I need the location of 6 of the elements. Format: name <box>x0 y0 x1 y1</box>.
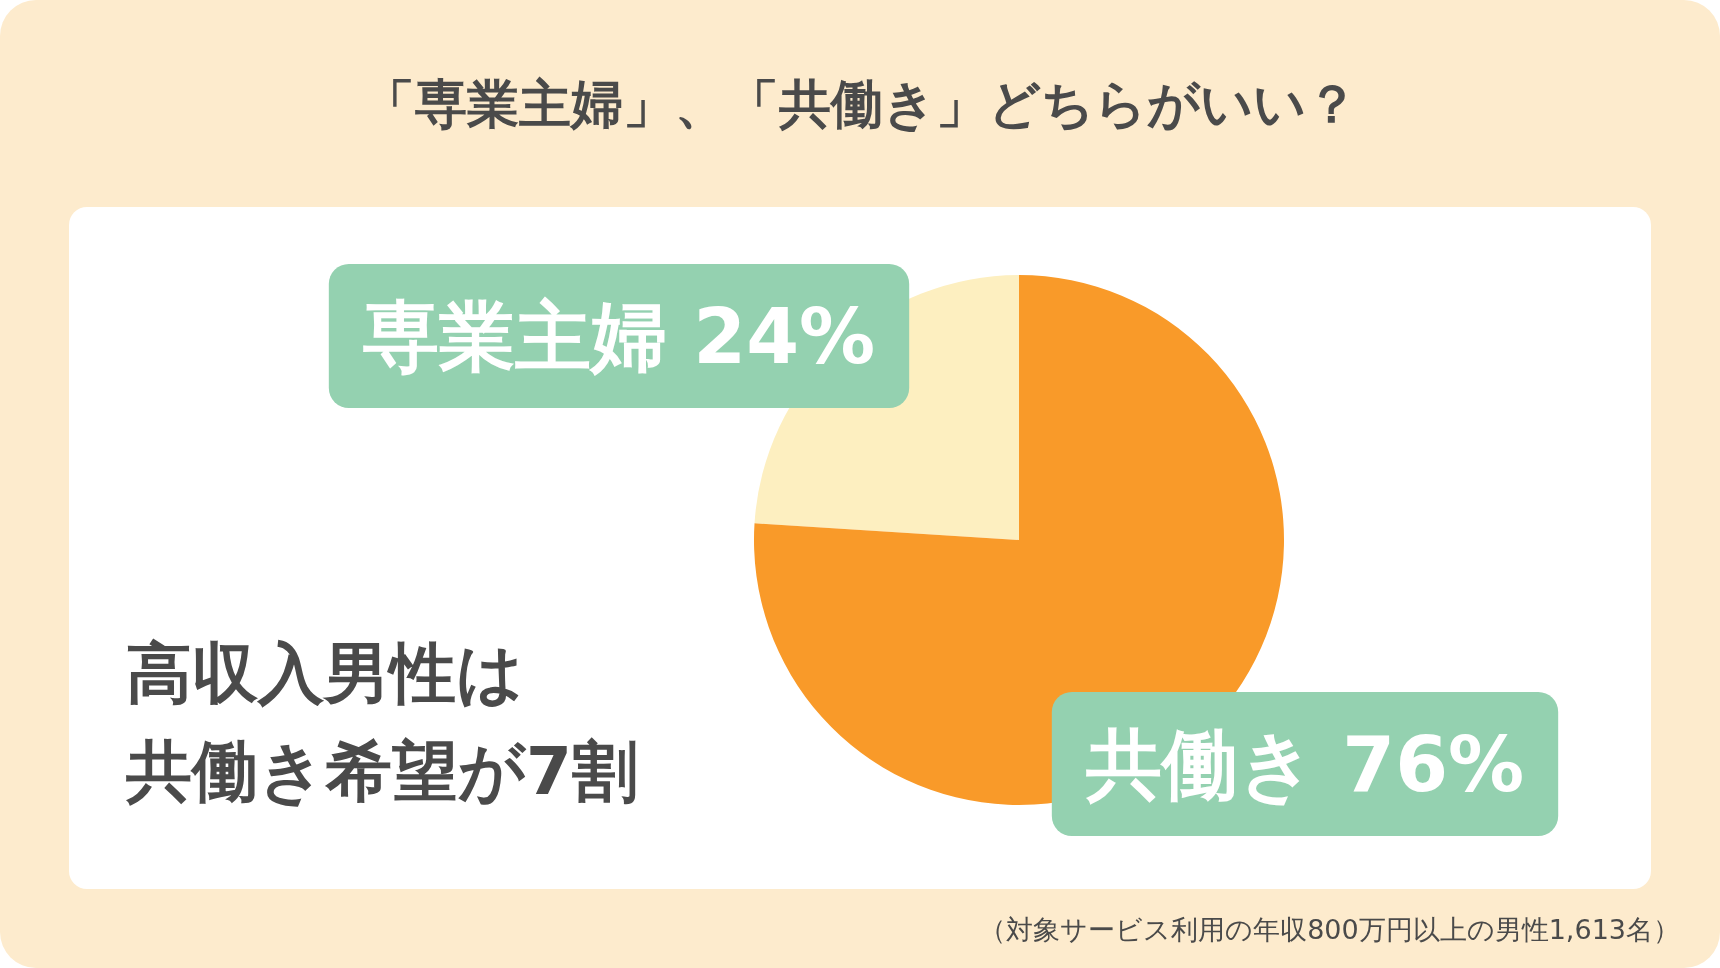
slice-label: 共働き 76% <box>1084 719 1525 809</box>
chart-title: 「専業主婦」、「共働き」どちらがいい？ <box>361 73 1359 136</box>
text: 共働き希望が7割 <box>126 732 638 812</box>
slice-label: 専業主婦 24% <box>362 291 876 381</box>
text: （対象サービス利用の年収800万円以上の男性1,613名） <box>979 913 1680 947</box>
text: 高収入男性は <box>126 634 525 714</box>
